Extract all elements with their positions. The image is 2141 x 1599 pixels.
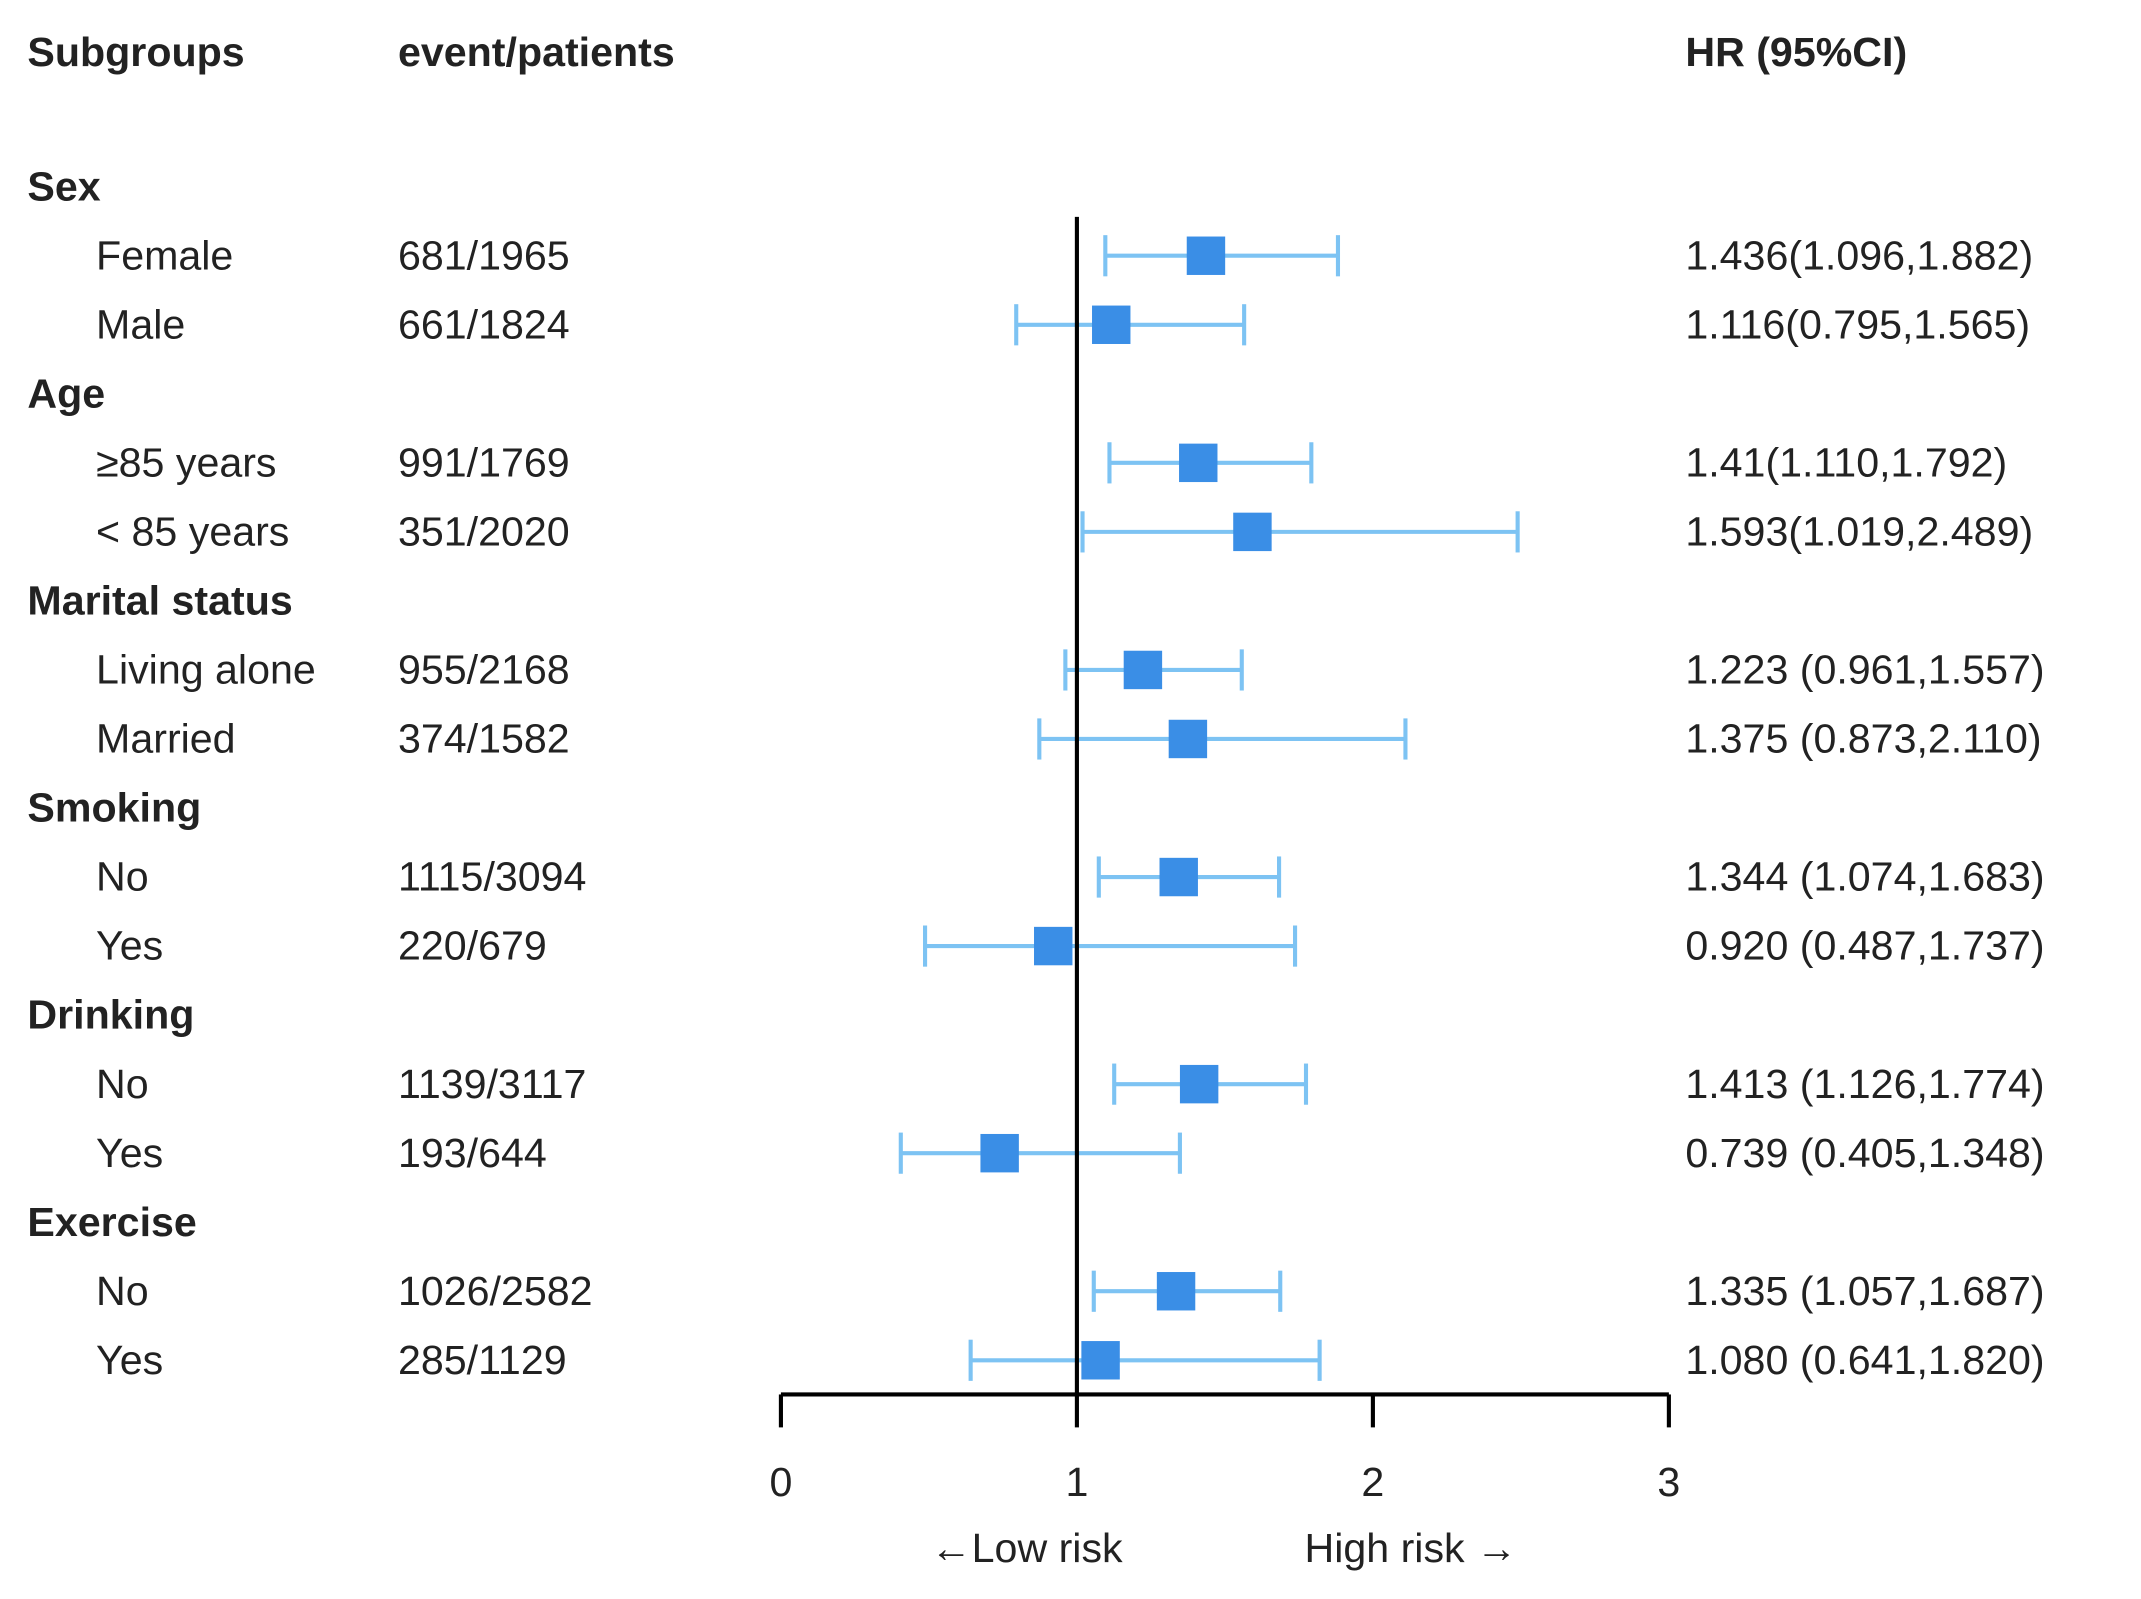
group-label: Drinking xyxy=(27,992,194,1038)
events: 374/1582 xyxy=(398,716,570,762)
hr-marker xyxy=(1186,236,1226,275)
hr-label: 1.593(1.019,2.489) xyxy=(1685,508,2033,554)
hr-marker xyxy=(1081,1341,1120,1380)
hr-label: 1.223 (0.961,1.557) xyxy=(1685,647,2044,693)
hr-label: 1.116(0.795,1.565) xyxy=(1685,301,2030,347)
events: 1026/2582 xyxy=(398,1268,593,1314)
events: 681/1965 xyxy=(398,232,570,278)
hr-label: 1.335 (1.057,1.687) xyxy=(1685,1268,2044,1314)
hr-label: 1.436(1.096,1.882) xyxy=(1685,232,2033,278)
events: 1139/3117 xyxy=(398,1061,586,1107)
group-label: Marital status xyxy=(27,578,292,624)
hr-marker xyxy=(1179,443,1218,483)
subgroup-label: < 85 years xyxy=(96,508,289,554)
subgroup-label: No xyxy=(96,1268,149,1314)
subgroup-label: No xyxy=(96,854,149,900)
subgroup-label: Yes xyxy=(96,1130,163,1176)
hr-marker xyxy=(1034,926,1073,966)
column-header: event/patients xyxy=(398,29,675,75)
direction-label: ←Low risk xyxy=(931,1525,1124,1571)
events: 991/1769 xyxy=(398,439,570,485)
hr-label: 0.920 (0.487,1.737) xyxy=(1685,923,2044,969)
column-header: Subgroups xyxy=(27,29,244,75)
group-label: Age xyxy=(27,370,105,416)
subgroup-label: Female xyxy=(96,232,233,278)
hr-label: 1.41(1.110,1.792) xyxy=(1685,439,2007,485)
subgroup-label: Yes xyxy=(96,1337,163,1383)
subgroup-label: Living alone xyxy=(96,647,316,693)
hr-label: 1.344 (1.074,1.683) xyxy=(1685,854,2044,900)
subgroup-label: No xyxy=(96,1061,149,1107)
events: 220/679 xyxy=(398,923,547,969)
group-label: Smoking xyxy=(27,785,201,831)
hr-marker xyxy=(1156,1272,1196,1311)
events: 351/2020 xyxy=(398,508,570,554)
hr-marker xyxy=(980,1133,1019,1173)
subgroup-label: Yes xyxy=(96,923,163,969)
group-label: Exercise xyxy=(27,1199,196,1245)
subgroup-label: Married xyxy=(96,716,236,762)
hr-label: 0.739 (0.405,1.348) xyxy=(1685,1130,2044,1176)
x-tick-label: 3 xyxy=(1657,1459,1680,1505)
hr-marker xyxy=(1168,719,1208,759)
subgroup-label: ≥85 years xyxy=(96,439,276,485)
x-tick-label: 1 xyxy=(1065,1459,1088,1505)
hr-label: 1.413 (1.126,1.774) xyxy=(1685,1061,2044,1107)
hr-marker xyxy=(1092,305,1131,344)
hr-marker xyxy=(1179,1064,1219,1104)
x-tick-label: 2 xyxy=(1361,1459,1384,1505)
subgroup-label: Male xyxy=(96,301,185,347)
group-label: Sex xyxy=(27,163,100,209)
events: 193/644 xyxy=(398,1130,547,1176)
events: 661/1824 xyxy=(398,301,570,347)
hr-label: 1.080 (0.641,1.820) xyxy=(1685,1337,2044,1383)
events: 1115/3094 xyxy=(398,854,586,900)
column-header: HR (95%CI) xyxy=(1685,29,1907,75)
events: 955/2168 xyxy=(398,647,570,693)
events: 285/1129 xyxy=(398,1337,567,1383)
hr-marker xyxy=(1233,512,1272,552)
hr-marker xyxy=(1123,650,1163,690)
hr-marker xyxy=(1159,857,1198,897)
direction-label: High risk → xyxy=(1305,1525,1518,1571)
hr-label: 1.375 (0.873,2.110) xyxy=(1685,716,2041,762)
x-tick-label: 0 xyxy=(769,1459,792,1505)
